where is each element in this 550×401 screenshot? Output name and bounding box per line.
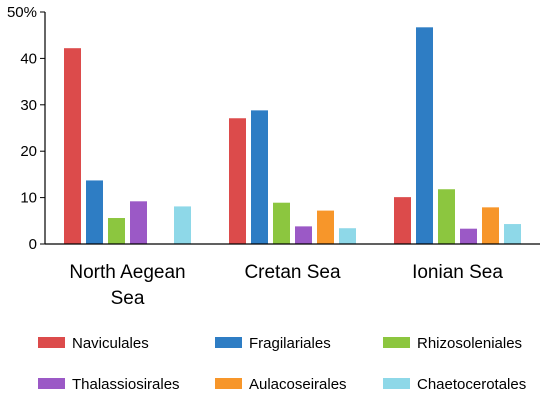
bar-thalassiosirales-0 xyxy=(130,201,147,244)
y-tick-label: 20 xyxy=(20,143,37,160)
bar-chaetocerotales-2 xyxy=(504,224,521,244)
bar-thalassiosirales-2 xyxy=(460,228,477,244)
legend-label-aulacoseirales: Aulacoseirales xyxy=(249,376,347,393)
x-category-label: North Aegean xyxy=(69,262,185,283)
y-tick-label: 40 xyxy=(20,50,37,67)
bars-layer xyxy=(64,27,521,245)
bar-rhizosoleniales-2 xyxy=(438,189,455,244)
bar-aulacoseirales-2 xyxy=(482,207,499,244)
legend: Naviculales Fragilariales Rhizosoleniales T… xyxy=(38,335,526,393)
bar-naviculales-1 xyxy=(229,118,246,244)
legend-swatch-chaetocerotales xyxy=(383,378,410,389)
x-category-label: Sea xyxy=(111,288,145,309)
bar-fragilariales-1 xyxy=(251,110,268,244)
bar-rhizosoleniales-0 xyxy=(108,218,125,244)
bar-naviculales-0 xyxy=(64,48,81,244)
y-tick-label: 10 xyxy=(20,190,37,207)
legend-swatch-naviculales xyxy=(38,337,65,348)
legend-label-naviculales: Naviculales xyxy=(72,335,149,352)
x-category-labels: North Aegean Sea Cretan Sea Ionian Sea xyxy=(69,262,503,309)
bar-naviculales-2 xyxy=(394,197,411,244)
bar-aulacoseirales-1 xyxy=(317,210,334,244)
legend-swatch-aulacoseirales xyxy=(215,378,242,389)
legend-label-thalassiosirales: Thalassiosirales xyxy=(72,376,180,393)
bar-rhizosoleniales-1 xyxy=(273,202,290,244)
y-tick-label: 30 xyxy=(20,97,37,114)
bar-fragilariales-0 xyxy=(86,180,103,244)
legend-swatch-rhizosoleniales xyxy=(383,337,410,348)
bar-thalassiosirales-1 xyxy=(295,226,312,244)
legend-label-rhizosoleniales: Rhizosoleniales xyxy=(417,335,522,352)
x-category-label: Cretan Sea xyxy=(244,262,341,283)
legend-label-fragilariales: Fragilariales xyxy=(249,335,331,352)
y-tick-label: 0 xyxy=(29,236,37,253)
legend-label-chaetocerotales: Chaetocerotales xyxy=(417,376,526,393)
y-ticks: 0 10 20 30 40 50% xyxy=(7,4,45,253)
legend-swatch-thalassiosirales xyxy=(38,378,65,389)
y-tick-label: 50% xyxy=(7,4,37,21)
bar-fragilariales-2 xyxy=(416,27,433,245)
x-category-label: Ionian Sea xyxy=(412,262,503,283)
bar-chaetocerotales-0 xyxy=(174,206,191,244)
legend-swatch-fragilariales xyxy=(215,337,242,348)
bar-chaetocerotales-1 xyxy=(339,228,356,244)
